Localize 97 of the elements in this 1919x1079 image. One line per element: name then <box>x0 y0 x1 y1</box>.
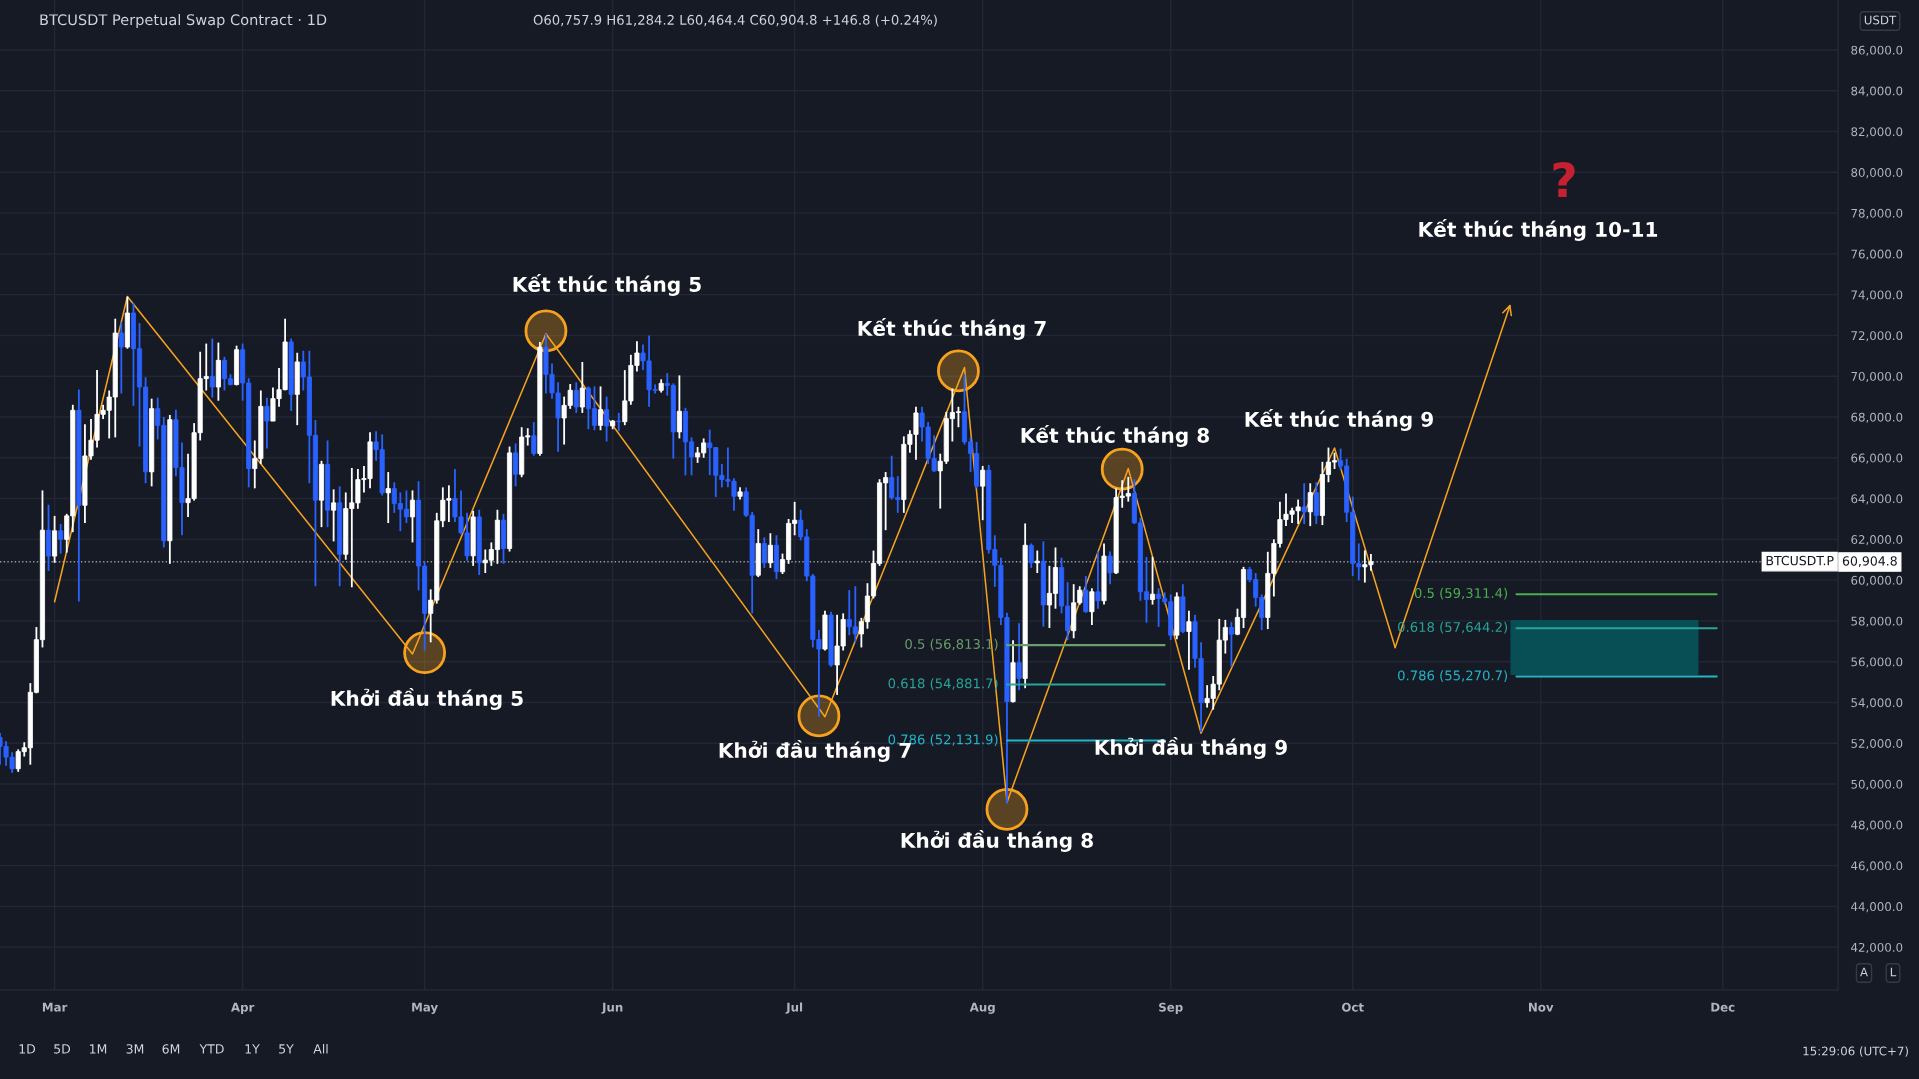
candlestick <box>761 536 767 569</box>
candlestick <box>331 488 337 543</box>
y-tick-label: 62,000.0 <box>1851 535 1903 546</box>
candlestick <box>1228 621 1234 668</box>
candlestick <box>531 421 537 457</box>
y-tick-label: 42,000.0 <box>1851 942 1903 954</box>
point <box>524 309 568 353</box>
candlestick <box>980 465 986 522</box>
candlestick <box>1083 575 1089 614</box>
candlestick <box>616 412 622 433</box>
y-tick-label: 50,000.0 <box>1851 779 1903 790</box>
candlestick <box>513 442 519 488</box>
text: 60,904.8 <box>1842 556 1897 567</box>
candlestick <box>1313 481 1319 525</box>
candlestick <box>676 374 682 440</box>
y-tick-label: 48,000.0 <box>1851 820 1903 831</box>
candlestick <box>1107 550 1113 586</box>
text: 15:29:06 (UTC+7) <box>1803 1046 1908 1057</box>
text: 1M <box>90 1044 107 1054</box>
y-tick-label: 64,000.0 <box>1851 494 1903 505</box>
x-tick-label: Apr <box>230 1002 255 1014</box>
annotation: Kết thúc tháng 8 <box>1021 425 1209 447</box>
candlestick <box>385 471 391 524</box>
candlestick <box>264 396 270 450</box>
series-label: 0.5 (59,311.4) <box>1414 587 1508 600</box>
annotation: O60,757.9 H61,284.2 L60,464.4 C60,904.8 +146.8 (+0.24%) <box>533 14 937 27</box>
text: 3M <box>126 1044 144 1054</box>
text: A <box>1860 967 1868 977</box>
ref-line-label: BTCUSDT.P <box>1766 555 1834 566</box>
y-tick-label: 74,000.0 <box>1851 290 1903 301</box>
y-tick-label: 56,000.0 <box>1851 657 1903 668</box>
y-tick-label: 82,000.0 <box>1851 127 1903 138</box>
y-tick-label: 80,000.0 <box>1851 168 1903 179</box>
x-tick-label: Sep <box>1159 1002 1183 1014</box>
annotation: Khởi đầu tháng 9 <box>1095 737 1287 759</box>
x-tick-label: May <box>412 1002 438 1014</box>
text: 6M <box>162 1044 180 1054</box>
annotation: ? <box>1553 161 1575 198</box>
text: BTCUSDT Perpetual Swap Contract · 1D <box>40 13 327 29</box>
y-tick-label: 84,000.0 <box>1851 86 1903 97</box>
candlestick <box>1016 622 1022 692</box>
y-tick-label: 54,000.0 <box>1851 698 1903 709</box>
annotation: Khởi đầu tháng 8 <box>901 830 1093 852</box>
x-tick-label: Jun <box>601 1002 623 1014</box>
candlestick <box>604 395 610 443</box>
text: 1D <box>19 1044 36 1054</box>
candlestick <box>573 381 579 414</box>
x-tick-label: Oct <box>1341 1002 1364 1012</box>
candlestick <box>118 321 124 395</box>
y-tick-label: 72,000.0 <box>1851 331 1903 342</box>
text: 5Y <box>279 1044 294 1054</box>
candlestick <box>1301 482 1307 525</box>
candlestick <box>409 489 416 544</box>
candlestick <box>1095 550 1101 610</box>
point <box>403 631 447 675</box>
candlestick <box>1089 587 1095 626</box>
candlestick <box>1028 542 1034 569</box>
candlestick <box>767 532 773 569</box>
annotation: Khởi đầu tháng 5 <box>331 688 523 710</box>
candlestick <box>1186 609 1192 671</box>
candlestick <box>58 523 64 555</box>
text: YTD <box>199 1044 224 1054</box>
candlestick <box>579 361 585 414</box>
text: 5D <box>54 1044 71 1054</box>
y-tick-label: 46,000.0 <box>1851 861 1903 872</box>
y-tick-label: 52,000.0 <box>1851 738 1903 750</box>
candlestick <box>1150 555 1156 606</box>
y-tick-label: 58,000.0 <box>1851 616 1903 627</box>
annotation: Kết thúc tháng 10-11 <box>1419 219 1658 241</box>
y-tick-label: 66,000.0 <box>1851 453 1903 464</box>
candlestick <box>209 337 215 399</box>
annotation: Kết thúc tháng 9 <box>1245 409 1433 431</box>
x-tick-label: Nov <box>1529 1002 1554 1012</box>
x-tick-label: Dec <box>1711 1002 1735 1012</box>
y-tick-label: 76,000.0 <box>1851 249 1903 260</box>
x-tick-label: Aug <box>969 1002 995 1014</box>
x-tick-label: Mar <box>42 1002 68 1012</box>
y-tick-label: 60,000.0 <box>1851 575 1903 586</box>
point <box>1100 447 1144 491</box>
y-tick-label: 68,000.0 <box>1851 412 1903 423</box>
text: USDT <box>1864 15 1897 25</box>
annotation: Kết thúc tháng 5 <box>513 274 701 296</box>
y-tick-label: 44,000.0 <box>1851 902 1903 913</box>
text: 1Y <box>245 1044 260 1054</box>
x-tick-label: Jul <box>785 1002 803 1014</box>
annotation: Kết thúc tháng 7 <box>858 318 1046 340</box>
y-tick-label: 78,000.0 <box>1851 208 1903 219</box>
point <box>937 349 980 393</box>
y-tick-label: 86,000.0 <box>1851 45 1903 56</box>
text: All <box>313 1043 328 1054</box>
candlestick <box>1307 482 1313 528</box>
text: L <box>1890 967 1897 977</box>
series-label: 0.786 (55,270.7) <box>1398 670 1508 682</box>
point <box>985 787 1029 831</box>
y-tick-label: 70,000.0 <box>1851 371 1903 383</box>
candlestick <box>597 385 604 432</box>
point <box>797 694 841 738</box>
